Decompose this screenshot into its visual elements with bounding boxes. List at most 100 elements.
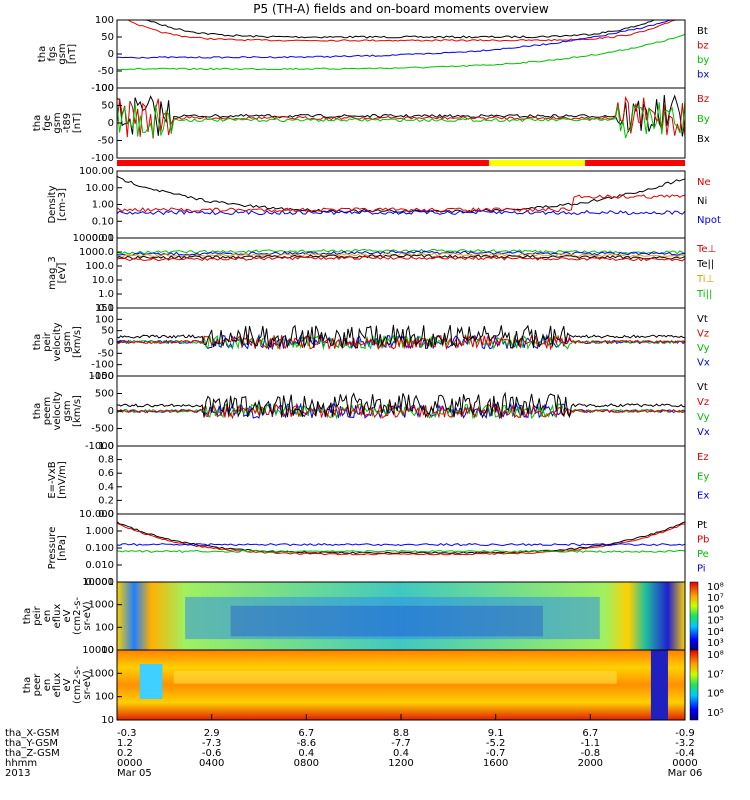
panel-frame	[116, 87, 686, 159]
panel-peir_spec: 10000 1000 100 10 tha peir en eflux eV (cm2-s-sr-…	[22, 577, 724, 656]
orbit-value: 0.4	[393, 748, 409, 759]
legend-entry: bx	[697, 70, 709, 81]
y-tick-label: 10	[101, 645, 114, 656]
legend-entry: Vz	[697, 329, 709, 340]
legend-entry: Ti||	[696, 289, 712, 300]
y-axis-label: eV	[62, 678, 73, 691]
orbit-value: 6.7	[298, 728, 314, 739]
y-tick-label: -1000	[85, 441, 114, 452]
y-tick-label: -100	[91, 360, 114, 371]
series-Pe	[116, 549, 686, 553]
y-tick-label: -100	[91, 83, 114, 94]
bar-segment	[489, 160, 586, 166]
y-tick-label: 0.8	[98, 455, 114, 466]
colorbar-tick-label: 10⁸	[707, 582, 724, 593]
colorbar-tick-label: 10⁴	[707, 627, 724, 638]
y-axis-label: tha	[37, 46, 48, 62]
series-line	[116, 254, 686, 260]
y-axis-label: [nPa]	[57, 535, 68, 561]
series-line	[116, 403, 686, 420]
legend-entry: Vy	[697, 343, 710, 354]
spectrogram-feature	[650, 650, 668, 720]
chart-title: P5 (TH-A) fields and on-board moments ov…	[253, 2, 549, 16]
y-axis-label: velocity	[52, 322, 63, 361]
orbit-value: -0.6	[202, 748, 222, 759]
series-Pi	[116, 543, 686, 547]
y-axis-label: gsm	[62, 331, 73, 352]
y-tick-label: 0.10	[92, 216, 114, 227]
legend-entry: Vx	[697, 427, 710, 438]
legend-entry: Vt	[697, 382, 708, 393]
orbit-value: 6.7	[582, 728, 598, 739]
series-line	[116, 256, 686, 262]
legend-entry: By	[697, 114, 710, 125]
legend-entry: bz	[697, 41, 709, 52]
panel-fgs: 100 50 0 -50 -100 tha fgs gsm [nT] Bt bz by bx	[37, 15, 709, 94]
bar-segment	[585, 160, 685, 166]
series-line	[116, 94, 686, 137]
orbit-value: Mar 05	[117, 768, 152, 779]
y-tick-label: -50	[98, 348, 114, 359]
orbit-value: -0.7	[486, 748, 506, 759]
legend-entry: Ex	[697, 491, 709, 502]
y-tick-label: 100	[95, 15, 114, 26]
legend-entry: Bx	[697, 134, 710, 145]
legend-entry: Pt	[697, 520, 707, 531]
orbit-value: 9.1	[488, 728, 504, 739]
legend-entry: Ez	[697, 452, 709, 463]
y-tick-label: 10000	[82, 645, 114, 656]
series-bx	[116, 19, 685, 59]
orbit-value: 0800	[294, 758, 319, 769]
orbit-value: 8.8	[393, 728, 409, 739]
series-line	[116, 95, 686, 139]
y-tick-label: 10.000	[79, 509, 114, 520]
colorbar-tick-label: 10⁶	[707, 689, 724, 700]
panel-density: 100.00 10.00 1.00 0.10 0.01 Density [cm-3] Ne Ni…	[47, 166, 721, 244]
y-tick-label: 0.6	[98, 468, 114, 479]
series-Bt	[117, 19, 685, 39]
series-Ni	[116, 176, 686, 214]
series-Pb	[116, 522, 686, 556]
y-axis-label: eV	[62, 609, 73, 622]
y-axis-label: tha	[32, 115, 43, 131]
y-tick-label: 0	[108, 49, 114, 60]
y-axis-label: peem	[42, 397, 53, 425]
y-axis-label: tha	[32, 403, 43, 419]
colorbar	[689, 649, 699, 721]
y-tick-label: 0.2	[98, 495, 114, 506]
orbit-value: -7.3	[202, 738, 222, 749]
series-Ne	[116, 193, 686, 213]
y-tick-label: 50	[101, 101, 114, 112]
y-tick-label: 1000.0	[79, 247, 114, 258]
y-axis-label: sr-eV)	[82, 670, 93, 699]
panel-frame	[116, 170, 686, 239]
y-axis-label: gsm	[62, 400, 73, 421]
y-axis-label: -t89	[62, 113, 73, 133]
y-tick-label: 0	[108, 406, 114, 417]
legend-entry: Vt	[697, 314, 708, 325]
y-tick-label: 0.01	[92, 233, 114, 244]
panel-fge: 100 50 0 -50 -100 tha fge gsm -t89 [nT] Bz By Bx	[32, 83, 710, 164]
y-tick-label: 1.0	[98, 441, 114, 452]
y-tick-label: 100	[95, 622, 114, 633]
y-tick-label: 100.00	[79, 166, 114, 177]
orbit-value: 1200	[388, 758, 413, 769]
y-axis-label: peir	[42, 331, 53, 351]
legend-entry: Pb	[697, 535, 709, 546]
y-tick-label: 0.0	[98, 509, 114, 520]
orbit-value: -0.8	[581, 748, 601, 759]
y-tick-label: -500	[91, 424, 114, 435]
orbit-value: Mar 06	[668, 768, 703, 779]
legend-entry: Bz	[697, 94, 709, 105]
legend-entry: Vx	[697, 358, 710, 369]
panel-bar	[117, 160, 685, 166]
y-tick-label: 100.0	[85, 261, 114, 272]
orbit-value: 0.4	[298, 748, 314, 759]
series-Npot	[116, 209, 686, 216]
legend-entry: Vz	[697, 397, 709, 408]
orbit-value: 0000	[117, 758, 142, 769]
y-tick-label: 10000	[82, 577, 114, 588]
orbit-value: 1.2	[117, 738, 133, 749]
orbit-value: -7.7	[391, 738, 411, 749]
spectrogram-low-flux-core	[230, 605, 543, 637]
